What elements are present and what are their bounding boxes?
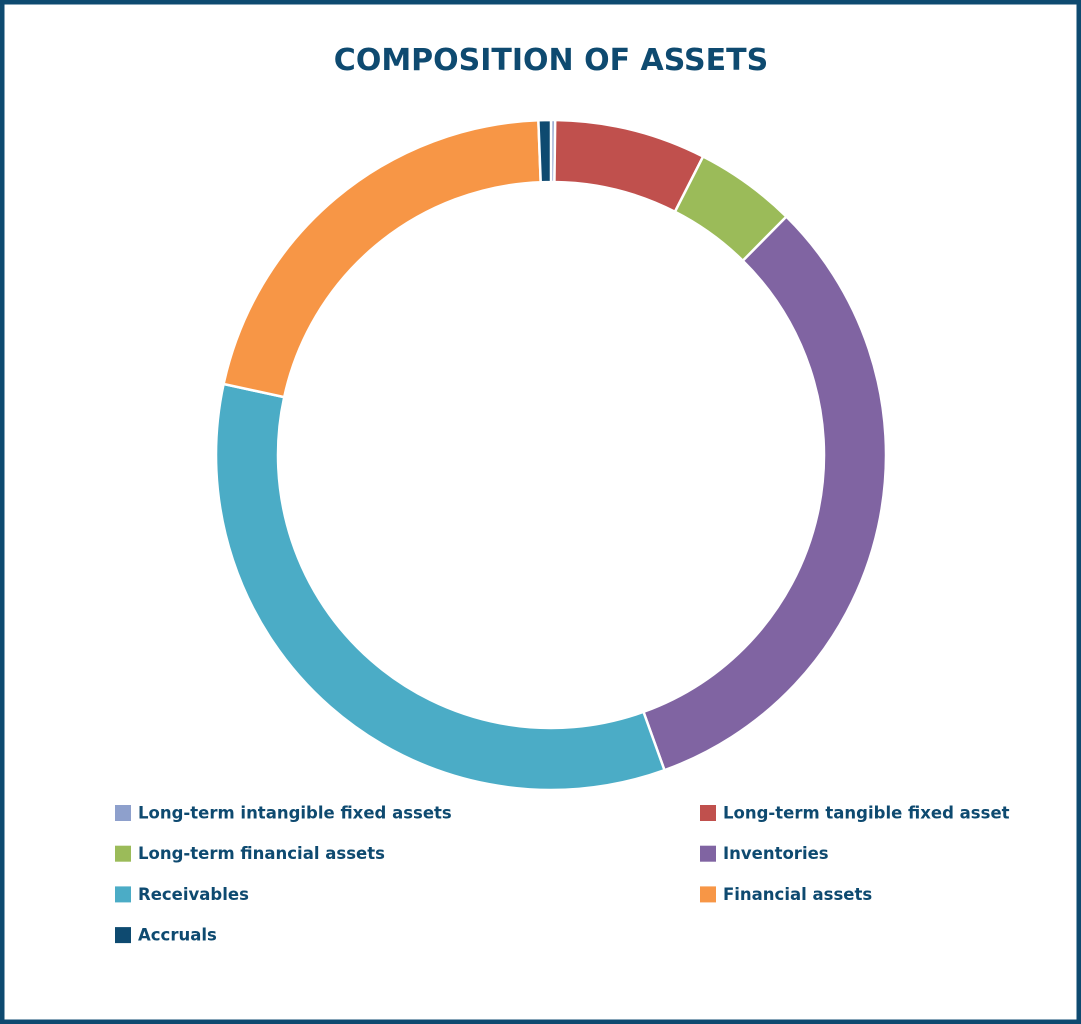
legend-label: Accruals (138, 926, 217, 945)
legend-label: Long-term financial assets (138, 844, 385, 863)
legend-label: Inventories (723, 844, 829, 863)
legend-label: Long-term intangible fixed assets (138, 804, 452, 823)
legend-label: Receivables (138, 885, 249, 904)
legend-label: Long-term tangible fixed asset (723, 804, 1010, 823)
legend-swatch (115, 927, 131, 944)
donut-segment (537, 118, 553, 184)
donut-segment (641, 214, 888, 772)
legend-label: Financial assets (723, 885, 872, 904)
legend-swatch (115, 886, 131, 903)
legend-swatch (115, 845, 131, 862)
legend-swatch (700, 805, 716, 821)
legend-swatch (700, 845, 716, 862)
legend-swatch (115, 805, 131, 821)
chart-title: COMPOSITION OF ASSETS (334, 43, 768, 78)
legend-swatch (700, 886, 716, 903)
